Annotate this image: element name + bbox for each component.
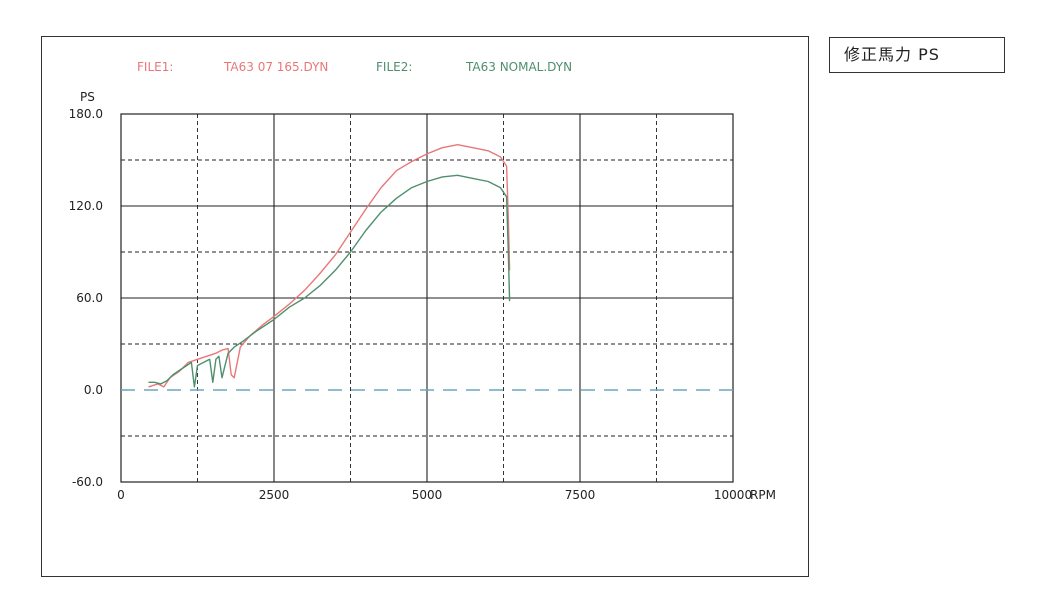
x-axis-label: RPM	[750, 488, 776, 502]
y-tick-label: 60.0	[76, 291, 103, 305]
y-axis-label: PS	[80, 90, 95, 104]
chart-frame	[41, 36, 809, 577]
x-tick-label: 0	[117, 488, 125, 502]
y-tick-label: 120.0	[69, 199, 103, 213]
x-tick-label: 10000	[714, 488, 752, 502]
y-tick-label: 180.0	[69, 107, 103, 121]
y-tick-label: -60.0	[72, 475, 103, 489]
file1-label: FILE1:	[137, 60, 173, 74]
file2-name: TA63 NOMAL.DYN	[465, 60, 572, 74]
x-tick-label: 5000	[412, 488, 443, 502]
series-lines	[148, 143, 511, 388]
file2-label: FILE2:	[376, 60, 412, 74]
series-line-1	[148, 143, 511, 388]
series-line-2	[148, 174, 511, 388]
grid	[120, 113, 734, 483]
file1-name: TA63 07 165.DYN	[223, 60, 328, 74]
chart-title-box: 修正馬力 PS	[829, 37, 1005, 73]
x-tick-label: 7500	[565, 488, 596, 502]
tick-labels: 180.0 120.0 60.0 0.0 -60.0 0 2500 5000 7500 10000	[69, 107, 752, 502]
x-tick-label: 2500	[259, 488, 290, 502]
y-tick-label: 0.0	[84, 383, 103, 397]
